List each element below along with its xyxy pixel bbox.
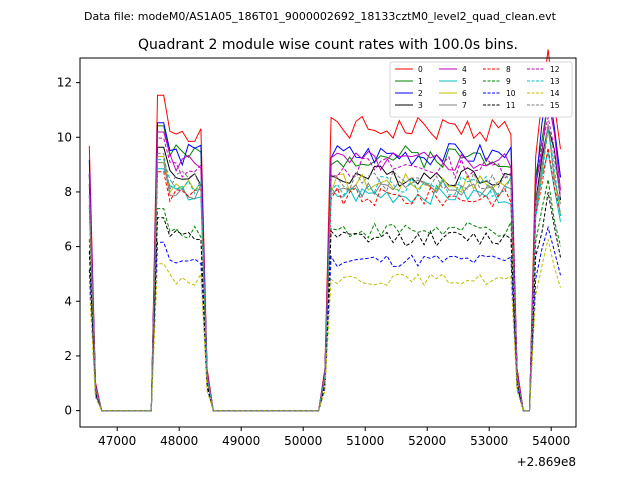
legend-label-1: 1 xyxy=(418,77,423,86)
x-tick-label: 48000 xyxy=(160,434,198,448)
legend-label-12: 12 xyxy=(550,65,560,74)
legend-label-0: 0 xyxy=(418,65,423,74)
legend-label-5: 5 xyxy=(462,77,467,86)
x-tick-label: 49000 xyxy=(222,434,260,448)
series-line-13 xyxy=(88,129,561,412)
y-tick-label: 6 xyxy=(64,240,72,254)
x-axis: 47000 48000 49000 50000 51000 52000 53000 54000 xyxy=(98,427,570,448)
suptitle: Data file: modeM0/AS1A05_186T01_90000026… xyxy=(84,10,557,23)
x-tick-label: 53000 xyxy=(470,434,508,448)
y-tick-label: 0 xyxy=(64,404,72,418)
legend-label-9: 9 xyxy=(506,77,511,86)
y-axis: 0 2 4 6 8 10 12 xyxy=(57,76,80,418)
x-tick-label: 52000 xyxy=(408,434,446,448)
legend-label-2: 2 xyxy=(418,89,423,98)
chart-title: Quadrant 2 module wise count rates with … xyxy=(138,37,518,53)
legend-label-3: 3 xyxy=(418,101,423,110)
y-tick-label: 2 xyxy=(64,349,72,363)
series-line-11 xyxy=(88,192,561,412)
y-tick-label: 12 xyxy=(57,76,72,90)
legend-label-7: 7 xyxy=(462,101,467,110)
legend-label-14: 14 xyxy=(550,89,560,98)
y-tick-label: 10 xyxy=(57,130,72,144)
legend-label-8: 8 xyxy=(506,65,511,74)
x-tick-label: 51000 xyxy=(346,434,384,448)
x-offset-label: +2.869e8 xyxy=(517,455,576,469)
legend-label-6: 6 xyxy=(462,89,467,98)
legend-box xyxy=(389,61,573,118)
y-tick-label: 4 xyxy=(64,294,72,308)
series-line-14 xyxy=(88,239,561,412)
x-tick-label: 47000 xyxy=(98,434,136,448)
plot-frame xyxy=(79,57,577,428)
plot-lines xyxy=(88,49,561,412)
legend-label-10: 10 xyxy=(506,89,516,98)
legend-label-4: 4 xyxy=(462,65,467,74)
x-tick-label: 54000 xyxy=(532,434,570,448)
y-tick-label: 8 xyxy=(64,185,72,199)
legend-label-13: 13 xyxy=(550,77,560,86)
series-line-15 xyxy=(88,125,561,412)
legend-label-11: 11 xyxy=(506,101,516,110)
x-tick-label: 50000 xyxy=(284,434,322,448)
legend-label-15: 15 xyxy=(550,101,560,110)
